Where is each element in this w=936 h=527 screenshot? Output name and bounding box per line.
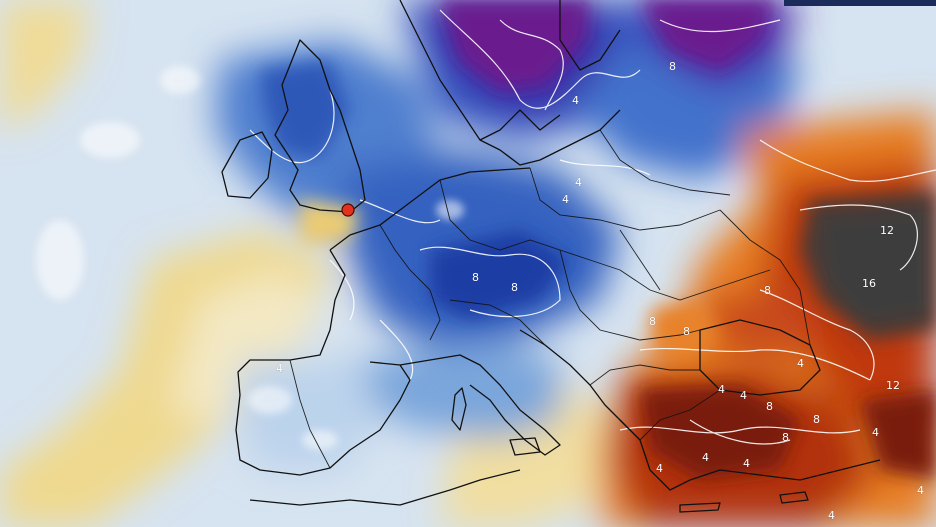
contour-label: 4	[718, 383, 725, 396]
contour-label: 8	[683, 325, 690, 338]
contour-label: 8	[766, 400, 773, 413]
country-borders	[289, 129, 811, 469]
contour-label: 4	[797, 357, 804, 370]
contour-label: 4	[575, 176, 582, 189]
contour-label: 12	[886, 379, 900, 392]
contour-label: 4	[276, 362, 283, 375]
field-speckles	[36, 66, 464, 450]
corner-bar	[784, 0, 936, 6]
contour-label: 12	[880, 224, 894, 237]
contour-lines	[249, 9, 936, 445]
contour-label: 16	[862, 277, 876, 290]
contour-label: 4	[656, 462, 663, 475]
contour-label: 4	[702, 451, 709, 464]
contour-label: 4	[917, 484, 924, 497]
contour-label: 4	[562, 193, 569, 206]
anomaly-detail	[260, 0, 936, 480]
contour-label: 8	[472, 271, 479, 284]
coastlines	[221, 0, 881, 513]
contour-label: 4	[740, 389, 747, 402]
contour-label-group: 8 4 4 4 4 8 8 12 16 8 8 4 4 8 12 8 8 4 4…	[276, 60, 925, 523]
contour-label: 8	[649, 315, 656, 328]
contour-label: 4	[828, 509, 835, 522]
contour-label: 4	[572, 94, 579, 107]
contour-label: 4	[743, 457, 750, 470]
contour-label: 8	[782, 431, 789, 444]
contour-label: 8	[813, 413, 820, 426]
contour-label: 4	[872, 426, 879, 439]
contour-label: 8	[764, 284, 771, 297]
contour-label: 8	[511, 281, 518, 294]
contour-label: 8	[669, 60, 676, 73]
location-marker-dot	[341, 203, 355, 217]
